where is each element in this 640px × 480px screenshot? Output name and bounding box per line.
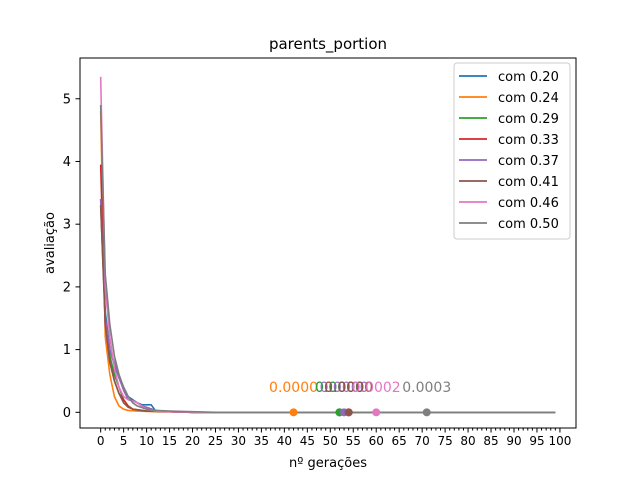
final-point-marker	[422, 408, 431, 417]
y-tick-label: 3	[63, 218, 71, 233]
y-tick-label: 4	[63, 155, 71, 170]
legend-label: com 0.29	[498, 112, 559, 127]
final-value-annotation: 0.0000	[269, 380, 318, 396]
x-tick-label: 70	[415, 434, 430, 448]
x-tick-label: 65	[392, 434, 407, 448]
y-axis: 0 1 2 3 4 5	[63, 92, 80, 421]
annotation-layer: 0.00000.00000.00000.00000.00000.00000.00…	[269, 380, 451, 396]
chart-title: parents_portion	[269, 35, 387, 54]
x-axis: 0 5 10 15 20 25 30 35 40 45 50 55 60 65 70 75 80 85 90 95 10…	[97, 428, 571, 448]
x-axis-label: nº gerações	[289, 456, 367, 471]
final-value-annotation: 0.0000	[315, 380, 364, 396]
legend: com 0.20 com 0.24 com 0.29 com 0.33 com 0.37…	[453, 62, 571, 240]
marker-layer	[289, 408, 431, 417]
x-tick-label: 75	[437, 434, 452, 448]
x-tick-label: 10	[139, 434, 154, 448]
series-layer	[99, 76, 556, 414]
x-tick-label: 35	[254, 434, 269, 448]
x-tick-label: 50	[323, 434, 338, 448]
final-value-annotation: 0.0000	[320, 380, 369, 396]
final-point-marker	[344, 408, 353, 417]
legend-label: com 0.50	[498, 217, 559, 232]
series-line	[99, 105, 556, 414]
final-point-marker	[372, 408, 381, 417]
y-tick-label: 1	[63, 343, 71, 358]
final-value-annotation: 0.0003	[402, 380, 451, 396]
y-tick-label: 2	[63, 280, 71, 295]
final-value-annotation: 0.0000	[324, 380, 373, 396]
legend-label: com 0.24	[498, 91, 559, 106]
final-value-annotation: 0.0002	[352, 380, 401, 396]
x-tick-label: 100	[548, 434, 571, 448]
x-tick-label: 90	[506, 434, 521, 448]
x-tick-label: 30	[231, 434, 246, 448]
final-point-marker	[289, 408, 298, 417]
axes-frame	[79, 57, 577, 429]
final-value-annotation: 0.0000	[315, 380, 364, 396]
x-tick-label: 85	[483, 434, 498, 448]
x-tick-label: 60	[369, 434, 384, 448]
legend-label: com 0.46	[498, 196, 559, 211]
final-value-annotation: 0.0000	[324, 380, 373, 396]
legend-label: com 0.41	[498, 175, 559, 190]
x-tick-label: 45	[300, 434, 315, 448]
y-axis-label: avaliação	[43, 212, 58, 274]
x-tick-label: 40	[277, 434, 292, 448]
y-tick-label: 5	[63, 92, 71, 107]
x-tick-label: 0	[97, 434, 105, 448]
legend-label: com 0.33	[498, 133, 559, 148]
x-tick-label: 80	[460, 434, 475, 448]
x-tick-label: 5	[120, 434, 128, 448]
legend-box	[453, 62, 571, 240]
y-tick-label: 0	[63, 406, 71, 421]
legend-label: com 0.37	[498, 154, 559, 169]
x-tick-label: 55	[346, 434, 361, 448]
x-tick-label: 15	[162, 434, 177, 448]
legend-label: com 0.20	[498, 70, 559, 85]
x-tick-label: 95	[529, 434, 544, 448]
x-tick-label: 20	[185, 434, 200, 448]
x-tick-label: 25	[208, 434, 223, 448]
